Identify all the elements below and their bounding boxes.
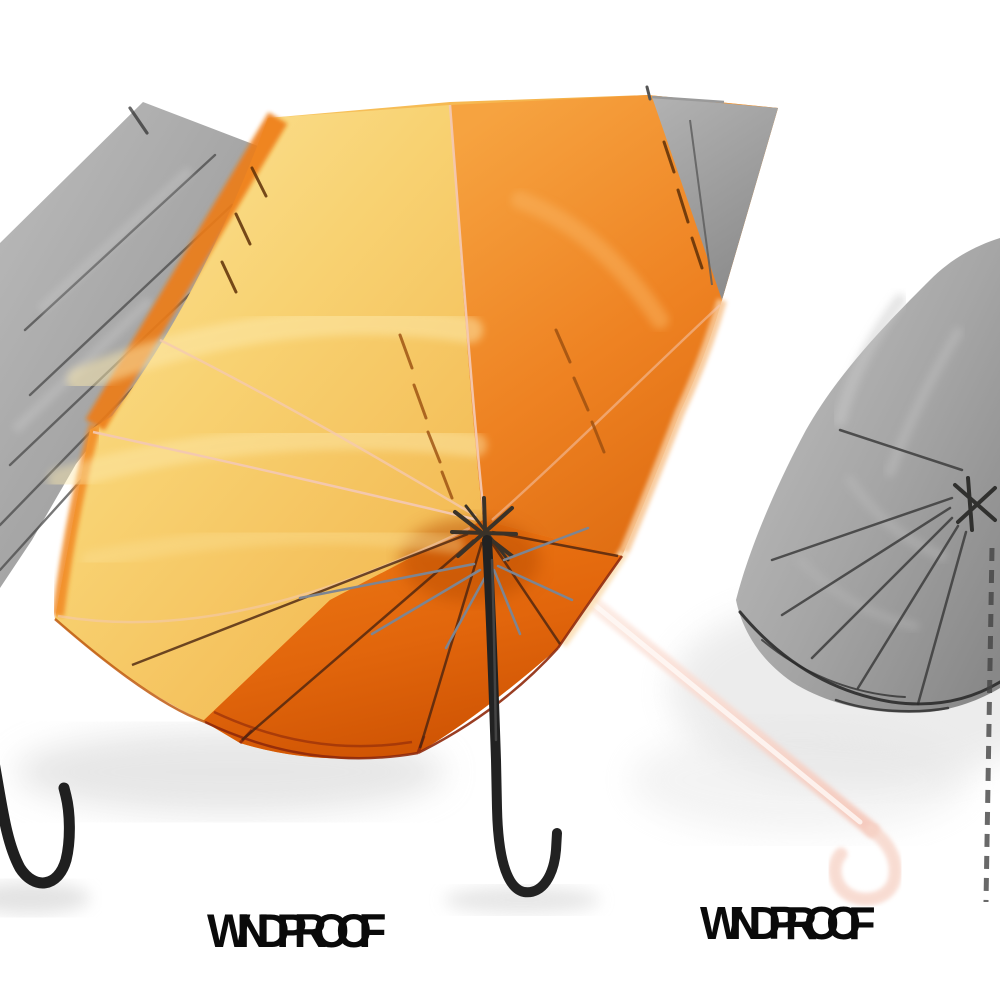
rib-shadow-dashes [220,140,704,500]
left-corner-handle [0,764,75,889]
canopy-tip [645,85,652,101]
canopy-highlight-waves [48,191,669,569]
gray-umbrella-shaft [983,547,995,903]
left-gray-highlights [11,166,194,434]
shadow-under-handle [444,887,600,913]
canopy-right-rim [619,298,727,554]
pale-curved-handle [828,823,902,906]
shaft-highlight [490,558,498,742]
umbrella-shaft [482,535,562,898]
ferrule-streak [651,95,725,104]
gray-umbrella [736,238,1000,903]
caption-windproof-left: WINDPROOF [207,903,386,957]
canopy-left-rim-lower [52,423,101,617]
gray-canopy-highlights [795,294,963,631]
gray-canopy-trim [738,610,1000,713]
gray-panel-rib [689,119,713,286]
shadow-under-left-handle [0,882,90,914]
gray-umbrella-hub [953,476,997,532]
orange-umbrella [48,85,778,760]
edge-trim [204,555,624,760]
black-handle-group [482,535,562,898]
hub-cluster [298,496,590,650]
canopy-left-rim [85,112,288,431]
canopy-gray-panel [652,97,778,300]
caption-windproof-right: WINDPROOF [700,896,876,949]
gray-umbrella-ribs [770,428,968,706]
edge-trim-left [54,618,206,724]
canopy-seams [57,104,721,624]
gray-canopy [736,238,1000,713]
